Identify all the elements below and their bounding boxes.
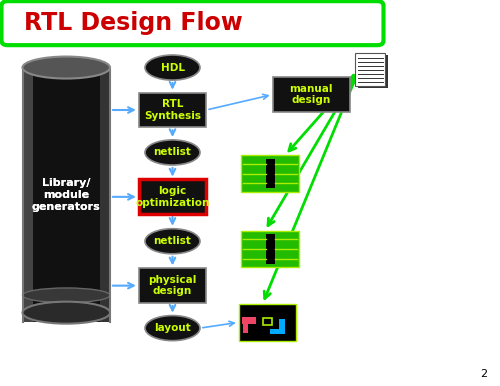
Bar [138, 179, 206, 214]
Bar [22, 68, 110, 322]
FancyBboxPatch shape [2, 1, 384, 45]
Ellipse shape [145, 140, 200, 165]
Ellipse shape [145, 316, 200, 341]
Ellipse shape [22, 56, 110, 78]
Bar [100, 68, 110, 322]
Text: Library/
module
generators: Library/ module generators [32, 178, 100, 212]
Bar [242, 155, 299, 192]
Bar [266, 159, 274, 188]
Text: layout: layout [154, 323, 191, 333]
Bar [239, 304, 296, 340]
Bar [279, 319, 285, 334]
Text: HDL: HDL [160, 63, 184, 73]
Bar [262, 318, 272, 325]
Text: physical
design: physical design [148, 275, 196, 296]
Ellipse shape [22, 288, 110, 303]
Bar [266, 234, 274, 264]
Text: Library/
module
generators: Library/ module generators [32, 178, 100, 212]
Text: logic
optimization: logic optimization [136, 186, 210, 208]
Bar [138, 268, 206, 303]
Ellipse shape [145, 229, 200, 254]
Bar [138, 93, 206, 127]
Text: RTL
Synthesis: RTL Synthesis [144, 99, 201, 121]
Text: 2: 2 [480, 369, 488, 379]
Text: RTL Design Flow: RTL Design Flow [24, 11, 243, 35]
Bar [355, 53, 385, 86]
Ellipse shape [22, 302, 110, 323]
Bar [358, 56, 388, 88]
Bar [242, 231, 299, 267]
Text: manual
design: manual design [290, 84, 333, 105]
Bar [272, 77, 350, 112]
Text: netlist: netlist [154, 147, 192, 157]
Bar [243, 323, 248, 333]
Ellipse shape [145, 55, 200, 80]
Bar [270, 329, 285, 334]
Bar [242, 317, 256, 324]
Bar [22, 68, 33, 322]
Text: netlist: netlist [154, 236, 192, 246]
